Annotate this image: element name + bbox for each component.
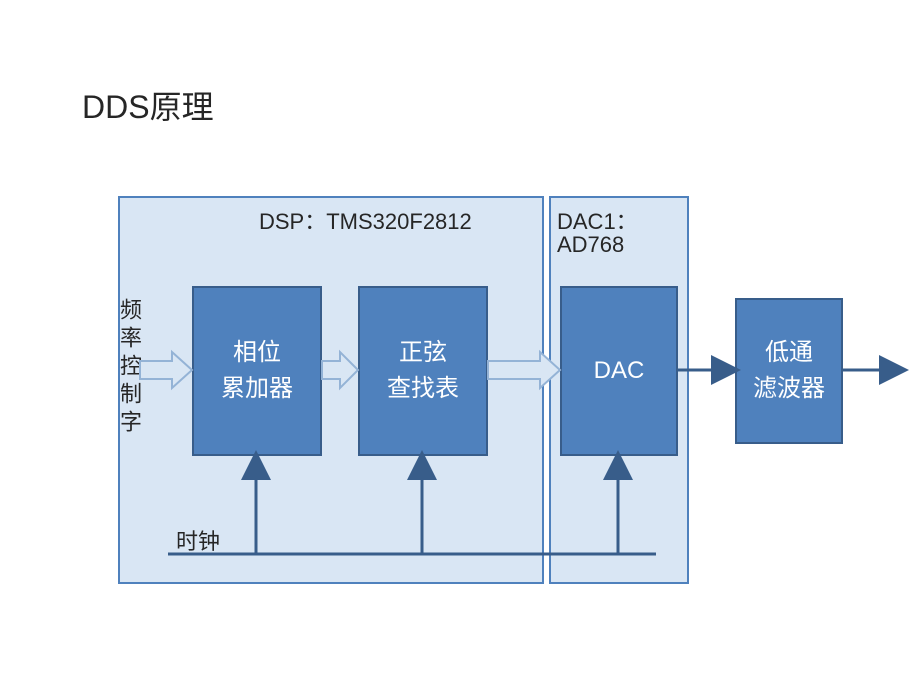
clock-label: 时钟 xyxy=(176,524,220,556)
sin-lut-line1: 正弦 xyxy=(399,335,447,371)
lpf-block: 低通 滤波器 xyxy=(735,298,843,444)
phase-acc-line2: 累加器 xyxy=(221,371,293,407)
page-title: DDS原理 xyxy=(82,82,214,128)
freq-ctrl-word-label: 频率控制字 xyxy=(118,298,140,438)
lpf-line1: 低通 xyxy=(765,335,813,371)
sine-lut-block: 正弦 查找表 xyxy=(358,286,488,456)
dac-line1: DAC xyxy=(594,353,645,389)
dac1-container-label-2: AD768 xyxy=(557,232,624,258)
dac-block: DAC xyxy=(560,286,678,456)
lpf-line2: 滤波器 xyxy=(753,371,825,407)
dsp-container-label: DSP：TMS320F2812 xyxy=(259,204,472,236)
sin-lut-line2: 查找表 xyxy=(387,371,459,407)
phase-accumulator-block: 相位 累加器 xyxy=(192,286,322,456)
phase-acc-line1: 相位 xyxy=(233,335,281,371)
